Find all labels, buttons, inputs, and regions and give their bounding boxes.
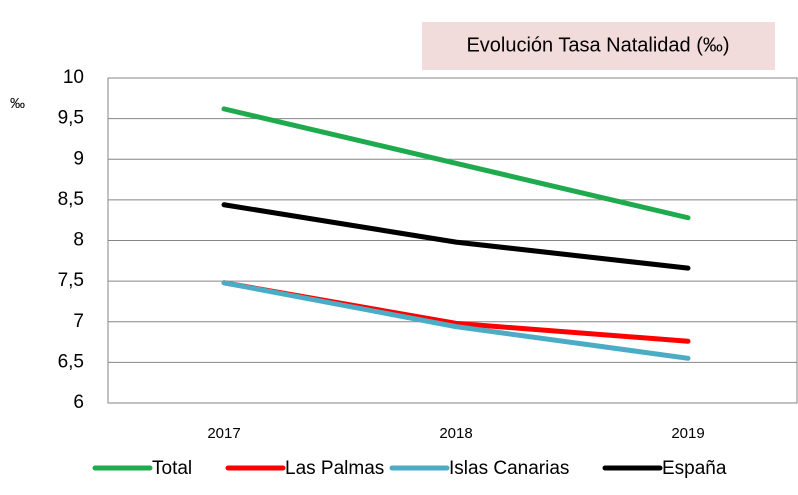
y-axis-label: ‰ [10, 95, 25, 112]
y-tick-label: 8 [73, 230, 84, 251]
series-line [221, 106, 691, 221]
legend-label: Islas Canarias [449, 458, 569, 479]
x-tick-label: 2018 [439, 425, 472, 442]
title-box [422, 22, 775, 70]
x-tick-label: 2019 [671, 425, 704, 442]
series-line [221, 280, 691, 344]
y-tick-label: 8,5 [58, 189, 84, 210]
y-tick-label: 9 [73, 148, 84, 169]
y-tick-label: 10 [63, 67, 84, 88]
legend-label: Las Palmas [285, 458, 384, 479]
y-tick-label: 9,5 [58, 108, 84, 129]
y-tick-label: 7,5 [58, 270, 84, 291]
series-line [221, 202, 691, 271]
y-tick-label: 6 [73, 392, 84, 413]
chart-title: Evolución Tasa Natalidad (‰) [466, 34, 729, 56]
series-line [221, 280, 691, 361]
plot-border [107, 77, 798, 404]
y-tick-label: 7 [73, 311, 84, 332]
legend-label: España [662, 458, 727, 479]
legend-label: Total [152, 458, 192, 479]
y-tick-label: 6,5 [58, 351, 84, 372]
x-tick-label: 2017 [207, 425, 240, 442]
